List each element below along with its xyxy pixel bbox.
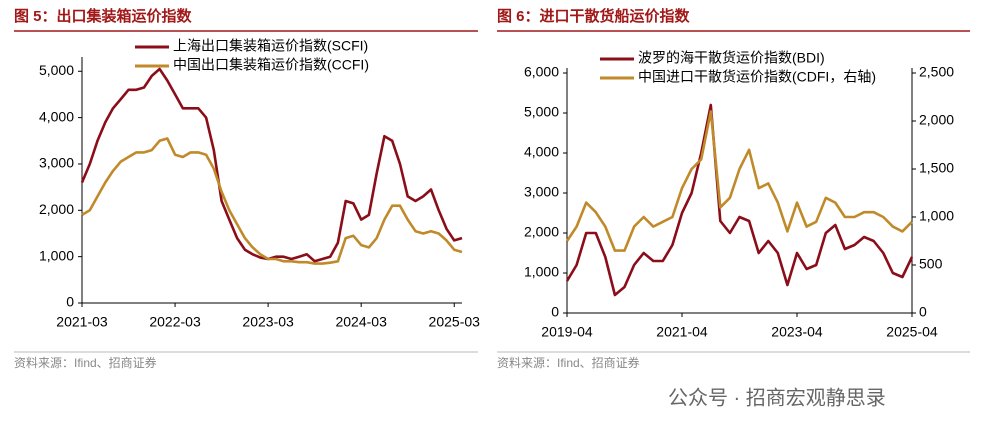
y-tick-label: 4,000: [524, 144, 559, 160]
y-tick-label: 6,000: [524, 64, 559, 80]
x-tick-label: 2021-03: [56, 314, 108, 330]
y-tick-label: 3,000: [39, 155, 74, 171]
legend-label: 中国进口干散货运价指数(CDFI，右轴): [638, 69, 876, 85]
chart-title: 图 6：进口干散货船运价指数: [497, 7, 691, 25]
chart-title: 图 5：出口集装箱运价指数: [14, 7, 193, 25]
watermark: 公众号 · 招商宏观静思录: [668, 386, 886, 409]
legend-label: 中国出口集装箱运价指数(CCFI): [173, 57, 369, 73]
x-tick-label: 2022-03: [149, 314, 201, 330]
x-tick-label: 2023-03: [242, 314, 294, 330]
y-tick-label: 1,000: [39, 247, 74, 263]
source: 资料来源：Ifind、招商证券: [497, 355, 640, 370]
y2-tick-label: 2,000: [919, 112, 954, 128]
series-line: [81, 137, 463, 265]
y-tick-label: 2,000: [524, 224, 559, 240]
y-tick-label: 0: [66, 294, 74, 310]
legend-label: 波罗的海干散货运价指数(BDI): [638, 50, 825, 66]
y2-tick-label: 2,500: [919, 64, 954, 80]
y-tick-label: 4,000: [39, 108, 74, 124]
series-line: [565, 103, 914, 297]
y2-tick-label: 0: [919, 304, 927, 320]
x-tick-label: 2021-04: [656, 324, 708, 340]
x-tick-label: 2025-04: [886, 324, 938, 340]
y-tick-label: 5,000: [524, 104, 559, 120]
y-tick-label: 2,000: [39, 201, 74, 217]
y-tick-label: 5,000: [39, 62, 74, 78]
y2-tick-label: 500: [919, 256, 943, 272]
series-line: [80, 67, 463, 263]
x-tick-label: 2019-04: [541, 324, 593, 340]
x-tick-label: 2023-04: [771, 324, 823, 340]
y2-tick-label: 1,500: [919, 160, 954, 176]
x-tick-label: 2025-03: [429, 314, 481, 330]
y-tick-label: 1,000: [524, 264, 559, 280]
source: 资料来源：Ifind、招商证券: [14, 355, 157, 370]
y2-tick-label: 1,000: [919, 208, 954, 224]
x-tick-label: 2024-03: [335, 314, 387, 330]
y-tick-label: 3,000: [524, 184, 559, 200]
series-line: [565, 110, 913, 252]
legend-label: 上海出口集装箱运价指数(SCFI): [173, 38, 368, 54]
y-tick-label: 0: [551, 304, 559, 320]
